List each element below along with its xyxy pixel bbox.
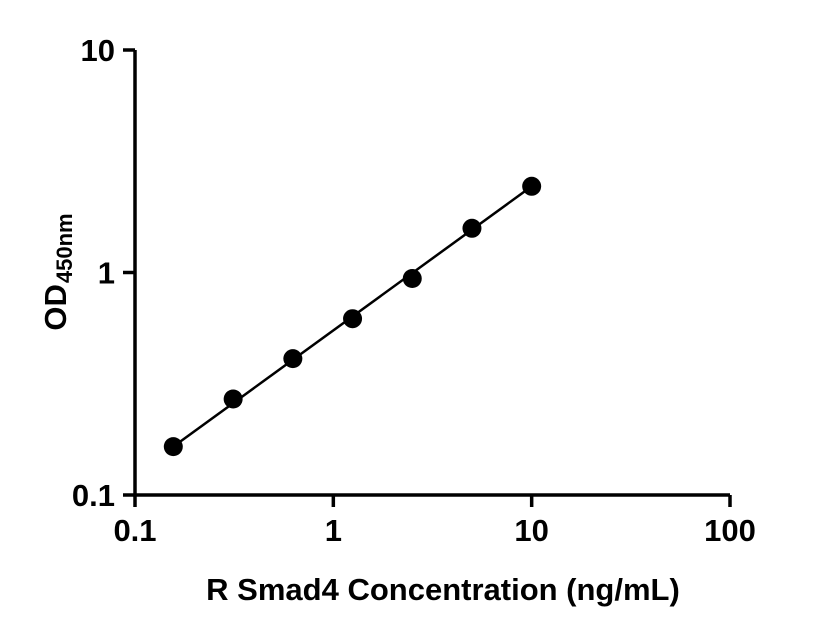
y-axis-tick-label: 0.1 xyxy=(72,478,115,513)
data-point xyxy=(283,349,303,369)
y-axis-tick-label: 10 xyxy=(81,33,115,68)
x-axis-tick-label: 10 xyxy=(514,513,548,548)
x-axis-tick-label: 0.1 xyxy=(113,513,156,548)
x-axis-title: R Smad4 Concentration (ng/mL) xyxy=(206,572,680,607)
x-axis-tick-label: 1 xyxy=(325,513,342,548)
y-axis-title-subscript: 450nm xyxy=(52,213,77,284)
data-point xyxy=(402,268,422,288)
data-point xyxy=(223,389,243,409)
data-point xyxy=(522,176,542,196)
y-axis-tick-label: 1 xyxy=(98,256,115,291)
data-point xyxy=(163,437,183,457)
y-axis-title-base: OD xyxy=(38,284,73,331)
y-axis-title: OD450nm xyxy=(38,213,77,331)
data-point xyxy=(343,309,363,329)
axes-frame xyxy=(133,50,730,497)
data-point xyxy=(462,218,482,238)
x-axis-tick-label: 100 xyxy=(704,513,756,548)
